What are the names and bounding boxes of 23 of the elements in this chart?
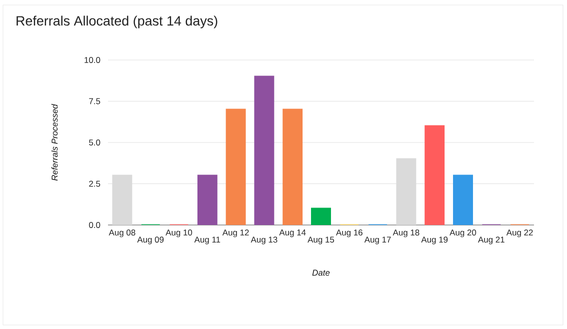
x-tick-label: Aug 11 bbox=[194, 236, 220, 244]
x-tick-label: Aug 08 bbox=[108, 230, 136, 238]
x-tick-label: Aug 09 bbox=[137, 236, 164, 244]
x-tick-label: Aug 14 bbox=[279, 230, 306, 238]
y-axis-title: Referrals Processed bbox=[51, 104, 58, 181]
x-tick-label: Aug 22 bbox=[506, 230, 533, 238]
y-tick-label: 10.0 bbox=[84, 57, 100, 63]
x-tick-label: Aug 19 bbox=[421, 236, 448, 244]
x-tick-label: Aug 21 bbox=[478, 236, 504, 244]
y-tick-label: 7.5 bbox=[89, 98, 100, 104]
x-tick-label: Aug 18 bbox=[392, 230, 420, 238]
x-tick-label: Aug 16 bbox=[336, 230, 362, 238]
x-tick-label: Aug 10 bbox=[166, 230, 192, 238]
x-axis-title: Date bbox=[312, 270, 330, 276]
x-tick-label: Aug 13 bbox=[250, 236, 278, 244]
x-tick-label: Aug 12 bbox=[222, 230, 249, 238]
x-tick-label: Aug 15 bbox=[308, 236, 334, 244]
x-tick-label: Aug 20 bbox=[450, 230, 476, 238]
x-tick-label: Aug 17 bbox=[364, 236, 391, 244]
y-tick-label: 5.0 bbox=[89, 140, 100, 146]
chart-title: Referrals Allocated (past 14 days) bbox=[16, 16, 218, 28]
y-tick-label: 2.5 bbox=[89, 180, 100, 187]
y-tick-label: 0.0 bbox=[89, 222, 100, 228]
